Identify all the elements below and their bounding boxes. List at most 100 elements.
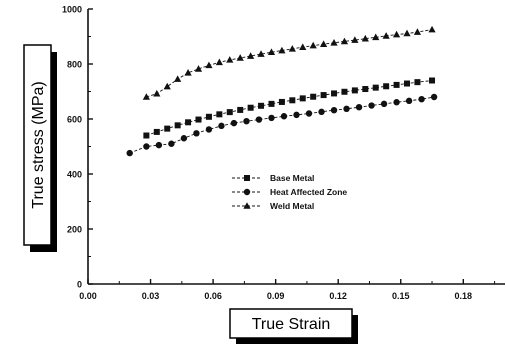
data-point-base-metal xyxy=(278,98,285,105)
legend-marker-circle xyxy=(243,188,251,196)
data-point-weld-metal xyxy=(174,75,182,82)
y-axis-title: True stress (MPa) xyxy=(30,81,47,208)
data-point-base-metal xyxy=(383,83,390,90)
x-tick-label: 0.12 xyxy=(329,291,347,301)
data-point-weld-metal xyxy=(330,39,338,46)
y-tick-label: 600 xyxy=(67,115,82,125)
y-tick-label: 1000 xyxy=(62,5,82,15)
data-point-heat-affected-zone xyxy=(193,130,200,137)
data-point-weld-metal xyxy=(288,45,296,52)
legend-item-base-metal: Base Metal xyxy=(232,173,314,183)
data-point-base-metal xyxy=(195,116,202,123)
data-point-base-metal xyxy=(372,84,379,91)
data-point-heat-affected-zone xyxy=(230,119,238,127)
data-point-base-metal xyxy=(185,119,192,126)
data-point-weld-metal xyxy=(194,65,203,72)
data-point-base-metal xyxy=(414,79,421,86)
data-point-heat-affected-zone xyxy=(318,108,325,116)
data-point-base-metal xyxy=(268,100,275,107)
data-point-heat-affected-zone xyxy=(405,97,413,105)
data-point-weld-metal xyxy=(267,48,276,55)
data-point-weld-metal xyxy=(205,61,213,69)
data-point-heat-affected-zone xyxy=(205,126,213,133)
data-point-heat-affected-zone xyxy=(155,141,163,149)
y-tick-label: 200 xyxy=(67,225,82,235)
data-point-heat-affected-zone xyxy=(380,100,388,108)
data-point-base-metal xyxy=(320,92,327,99)
data-point-heat-affected-zone xyxy=(243,118,250,125)
data-point-weld-metal xyxy=(184,69,192,76)
data-point-heat-affected-zone xyxy=(218,122,225,130)
series-line-base-metal xyxy=(146,80,433,136)
data-point-base-metal xyxy=(216,111,223,118)
legend-item-weld-metal: Weld Metal xyxy=(232,201,314,211)
data-point-heat-affected-zone xyxy=(180,135,188,142)
y-tick-label: 0 xyxy=(77,280,82,290)
data-point-weld-metal xyxy=(382,32,390,39)
data-point-base-metal xyxy=(174,122,181,129)
data-point-weld-metal xyxy=(247,52,255,59)
data-point-heat-affected-zone xyxy=(343,105,350,113)
data-point-weld-metal xyxy=(392,30,401,38)
data-point-heat-affected-zone xyxy=(143,143,150,150)
data-point-heat-affected-zone xyxy=(280,113,288,120)
data-point-heat-affected-zone xyxy=(126,149,133,157)
data-point-weld-metal xyxy=(320,40,328,47)
data-point-heat-affected-zone xyxy=(330,107,338,114)
data-point-heat-affected-zone xyxy=(305,110,313,117)
series-base-metal xyxy=(143,77,436,139)
data-point-weld-metal xyxy=(215,58,223,66)
x-tick-label: 0.09 xyxy=(267,291,285,301)
data-point-weld-metal xyxy=(142,93,150,100)
data-point-heat-affected-zone xyxy=(355,103,363,111)
data-point-weld-metal xyxy=(236,54,244,61)
data-point-weld-metal xyxy=(403,29,411,37)
data-point-weld-metal xyxy=(299,43,307,51)
data-point-weld-metal xyxy=(257,50,265,57)
data-point-base-metal xyxy=(205,113,212,120)
data-point-base-metal xyxy=(393,81,400,88)
x-axis-title: True Strain xyxy=(252,316,331,333)
data-point-weld-metal xyxy=(413,28,422,35)
legend-label: Heat Affected Zone xyxy=(270,187,347,197)
data-point-heat-affected-zone xyxy=(393,99,400,106)
data-point-base-metal xyxy=(289,97,296,104)
data-point-base-metal xyxy=(404,80,411,87)
data-point-base-metal xyxy=(153,128,160,135)
data-point-base-metal xyxy=(258,102,265,109)
data-point-weld-metal xyxy=(226,56,234,63)
data-point-base-metal xyxy=(429,77,436,84)
data-point-heat-affected-zone xyxy=(255,116,263,123)
legend-label: Weld Metal xyxy=(270,201,314,211)
data-point-base-metal xyxy=(310,93,317,100)
data-point-base-metal xyxy=(351,87,358,94)
data-point-weld-metal xyxy=(153,89,161,97)
legend-marker-square xyxy=(244,175,250,181)
data-point-weld-metal xyxy=(278,46,286,54)
legend-item-heat-affected-zone: Heat Affected Zone xyxy=(232,187,347,197)
data-point-heat-affected-zone xyxy=(368,102,375,109)
data-point-base-metal xyxy=(164,125,171,132)
series-weld-metal xyxy=(142,25,436,100)
y-tick-label: 400 xyxy=(67,170,82,180)
data-point-weld-metal xyxy=(372,33,380,41)
y-axis-title-box: True stress (MPa) xyxy=(23,44,57,252)
data-point-weld-metal xyxy=(361,34,369,42)
data-point-base-metal xyxy=(143,132,150,139)
x-tick-label: 0.03 xyxy=(142,291,160,301)
data-point-base-metal xyxy=(362,86,369,93)
legend-label: Base Metal xyxy=(270,173,314,183)
data-point-base-metal xyxy=(341,88,348,95)
data-point-heat-affected-zone xyxy=(418,96,425,103)
data-point-base-metal xyxy=(247,104,254,111)
x-tick-label: 0.18 xyxy=(455,291,473,301)
x-tick-label: 0.15 xyxy=(392,291,410,301)
data-point-base-metal xyxy=(237,106,244,113)
data-point-heat-affected-zone xyxy=(430,93,438,101)
data-point-weld-metal xyxy=(428,25,436,33)
y-tick-label: 800 xyxy=(67,60,82,70)
x-tick-label: 0.00 xyxy=(79,291,97,301)
series-heat-affected-zone xyxy=(126,93,438,157)
series-line-weld-metal xyxy=(146,29,433,98)
data-point-base-metal xyxy=(299,95,306,102)
